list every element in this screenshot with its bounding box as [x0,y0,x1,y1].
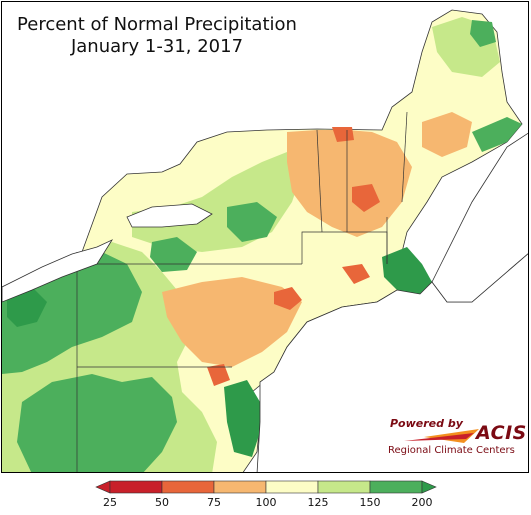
acis-logo: Powered by ACIS Regional Climate Centers [384,415,527,461]
powered-by-text: Powered by [390,417,463,430]
very-wet-zone-ny2 [150,237,197,272]
legend-tick-label: 100 [256,496,277,509]
acis-swoosh [404,429,479,443]
gulf-of-maine [431,132,528,303]
legend-tick-label: 150 [360,496,381,509]
very-wet-zone-ny [227,202,277,242]
lake-erie [2,239,114,303]
legend-swatch [109,480,163,494]
legend-swatch [369,480,423,494]
acis-wordmark: ACIS [476,422,527,444]
very-dry-pocket-ct [342,264,370,284]
extreme-wet-pocket [7,287,47,327]
map-frame: Percent of Normal Precipitation January … [1,1,529,473]
legend-arrow-low [95,480,111,494]
legend-tick-label: 200 [412,496,433,509]
very-wet-me-north [470,20,496,47]
atlantic-ocean [256,253,528,472]
wet-zone-me-coast [472,117,522,152]
very-wet-cape-cod [382,247,432,294]
very-dry-pocket-nh [352,184,380,212]
legend: 25 50 75 100 125 150 200 [0,474,531,511]
legend-swatch [213,480,267,494]
state-boundaries [76,111,408,472]
map-title: Percent of Normal Precipitation [17,14,297,35]
legend-swatch [317,480,371,494]
dry-zone-central [162,277,302,367]
legend-tick-label: 50 [155,496,169,509]
legend-swatch [265,480,319,494]
precipitation-map [2,9,528,472]
rcc-text: Regional Climate Centers [388,445,515,456]
legend-colorbar: 25 50 75 100 125 150 200 [95,480,437,509]
very-dry-pocket-nj [274,287,302,310]
very-wet-delmarva [224,380,260,457]
legend-swatch [161,480,215,494]
lake-ontario [126,203,213,228]
very-wet-zone-wv [17,374,177,472]
legend-arrow-high [421,480,437,494]
legend-tick-label: 75 [207,496,221,509]
map-subtitle: January 1-31, 2017 [70,36,244,57]
very-dry-pocket-vt [332,127,354,142]
legend-tick-label: 125 [308,496,329,509]
dry-zone-me [422,112,472,157]
legend-tick-label: 25 [103,496,117,509]
very-dry-pocket-md [207,364,230,386]
